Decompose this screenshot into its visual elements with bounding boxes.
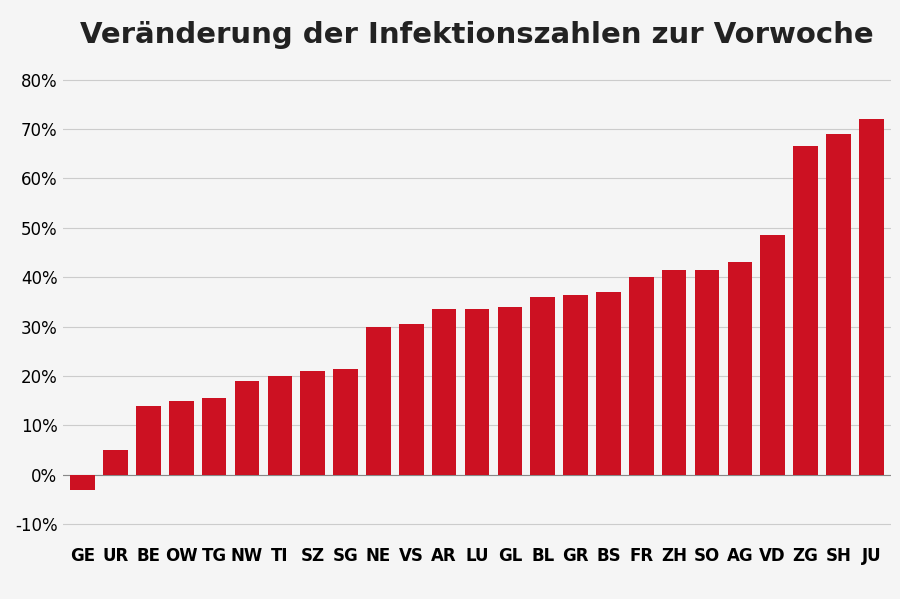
Bar (859, 119, 884, 475)
Bar (432, 309, 456, 475)
Bar (695, 270, 719, 475)
Bar (366, 326, 391, 475)
Bar (235, 381, 259, 475)
Bar (530, 297, 555, 475)
Bar (267, 376, 293, 475)
Bar (104, 450, 128, 475)
Bar (333, 368, 358, 475)
Bar (301, 371, 325, 475)
Bar (498, 307, 522, 475)
Bar (70, 475, 95, 490)
Bar (169, 401, 194, 475)
Bar (662, 270, 687, 475)
Bar (464, 309, 490, 475)
Bar (727, 262, 752, 475)
Bar (399, 324, 424, 475)
Bar (760, 235, 785, 475)
Bar (596, 292, 621, 475)
Bar (202, 398, 227, 475)
Bar (563, 295, 588, 475)
Bar (136, 406, 161, 475)
Bar (793, 146, 818, 475)
Bar (826, 134, 850, 475)
Title: Veränderung der Infektionszahlen zur Vorwoche: Veränderung der Infektionszahlen zur Vor… (80, 21, 874, 49)
Bar (629, 277, 653, 475)
